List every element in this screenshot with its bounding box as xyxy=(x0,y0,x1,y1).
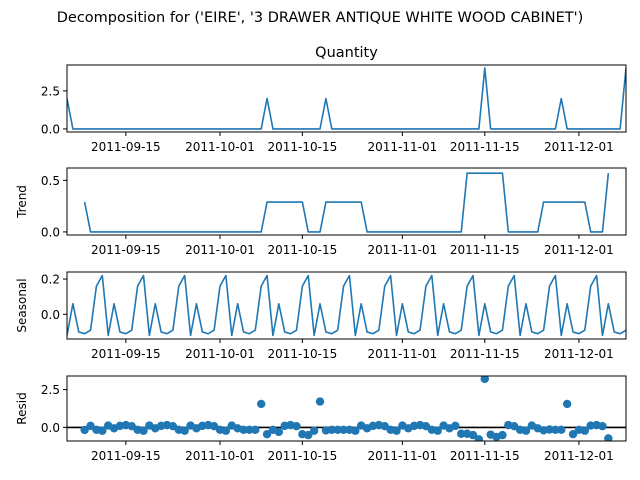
x-tick-label: 2011-11-15 xyxy=(450,243,520,257)
resid-point xyxy=(327,425,336,435)
resid-point xyxy=(339,425,348,435)
panel-1: Quantity 2011-09-15 2011-10-01 2011-10-15 20… xyxy=(41,45,627,154)
y-tick-label: 2.5 xyxy=(41,383,60,397)
plot-area xyxy=(83,172,610,233)
series-line xyxy=(83,172,610,233)
resid-point xyxy=(262,429,272,439)
y-tick-label: 0.0 xyxy=(41,225,60,239)
x-tick-label: 2011-12-01 xyxy=(544,347,614,361)
x-tick-label: 2011-11-15 xyxy=(450,140,520,154)
resid-point xyxy=(562,399,572,409)
x-tick-label: 2011-09-15 xyxy=(91,347,161,361)
y-tick-label: 2.5 xyxy=(41,84,60,98)
x-tick-label: 2011-12-01 xyxy=(544,243,614,257)
x-tick-label: 2011-09-15 xyxy=(91,140,161,154)
x-tick-label: 2011-11-01 xyxy=(368,449,438,463)
resid-point xyxy=(309,426,319,435)
x-tick-label: 2011-10-01 xyxy=(185,347,255,361)
resid-point xyxy=(239,425,248,435)
plot-area xyxy=(67,376,626,441)
series-line xyxy=(67,274,626,337)
resid-point xyxy=(292,421,301,431)
plot-area xyxy=(67,67,626,130)
resid-point xyxy=(580,426,590,435)
y-axis-label: Trend xyxy=(15,185,29,219)
x-tick-label: 2011-12-01 xyxy=(544,140,614,154)
x-tick-label: 2011-12-01 xyxy=(544,449,614,463)
y-tick-label: 0.0 xyxy=(41,421,60,435)
x-tick-label: 2011-10-01 xyxy=(185,243,255,257)
resid-point xyxy=(392,426,401,435)
x-tick-label: 2011-11-01 xyxy=(368,140,438,154)
panel-3: Seasonal 2011-09-15 2011-10-01 2011-10-15 20… xyxy=(15,271,627,361)
axes-frame xyxy=(66,375,627,442)
resid-point xyxy=(245,425,254,435)
panel-4: Resid 2011-09-15 2011-10-01 2011-10-15 2011-… xyxy=(15,375,627,463)
x-tick-label: 2011-09-15 xyxy=(91,243,161,257)
resid-point xyxy=(474,435,484,441)
resid-point xyxy=(86,421,95,431)
resid-point xyxy=(568,429,578,439)
axes-frame xyxy=(66,271,627,340)
y-tick-label: 0.0 xyxy=(41,122,60,136)
figure-title: Decomposition for ('EIRE', '3 DRAWER ANT… xyxy=(57,10,584,26)
axes-frame xyxy=(66,64,627,133)
resid-point xyxy=(468,430,478,440)
resid-point xyxy=(98,426,107,435)
resid-point xyxy=(557,425,566,435)
resid-point xyxy=(180,426,189,435)
x-tick-label: 2011-10-15 xyxy=(267,449,337,463)
resid-point xyxy=(304,430,313,440)
resid-point xyxy=(315,397,325,406)
x-tick-label: 2011-10-01 xyxy=(185,449,255,463)
resid-point xyxy=(80,425,89,435)
x-tick-label: 2011-11-01 xyxy=(368,347,438,361)
resid-point xyxy=(598,421,607,431)
resid-point xyxy=(604,434,613,441)
x-tick-label: 2011-11-01 xyxy=(368,243,438,257)
x-tick-label: 2011-10-15 xyxy=(267,243,337,257)
x-tick-label: 2011-10-15 xyxy=(267,347,337,361)
resid-point xyxy=(480,376,489,384)
resid-point xyxy=(256,399,266,409)
resid-point xyxy=(457,429,466,438)
resid-point xyxy=(498,430,507,440)
resid-point xyxy=(433,426,442,435)
resid-point xyxy=(521,426,531,435)
x-tick-label: 2011-09-15 xyxy=(91,449,161,463)
x-tick-label: 2011-11-15 xyxy=(450,449,520,463)
resid-point xyxy=(451,421,460,431)
x-tick-label: 2011-10-15 xyxy=(267,140,337,154)
y-tick-label: 0.0 xyxy=(41,308,60,322)
plot-area xyxy=(67,274,626,337)
y-axis-label: Seasonal xyxy=(15,278,29,332)
resid-point xyxy=(251,425,260,435)
series-line xyxy=(67,67,626,130)
panel-title: Quantity xyxy=(315,45,378,61)
y-tick-label: 0.5 xyxy=(41,174,60,188)
panel-2: Trend 2011-09-15 2011-10-01 2011-10-15 2011-… xyxy=(15,167,627,257)
resid-point xyxy=(221,426,231,435)
resid-point xyxy=(551,425,560,435)
resid-point xyxy=(274,427,284,437)
resid-point xyxy=(351,426,360,435)
y-axis-label: Resid xyxy=(15,392,29,424)
x-tick-label: 2011-10-01 xyxy=(185,140,255,154)
x-tick-label: 2011-11-15 xyxy=(450,347,520,361)
y-tick-label: 0.2 xyxy=(41,273,60,287)
panels: Quantity 2011-09-15 2011-10-01 2011-10-15 20… xyxy=(15,45,627,463)
resid-point xyxy=(333,425,342,435)
resid-point xyxy=(139,426,148,435)
axes-frame xyxy=(66,167,627,236)
